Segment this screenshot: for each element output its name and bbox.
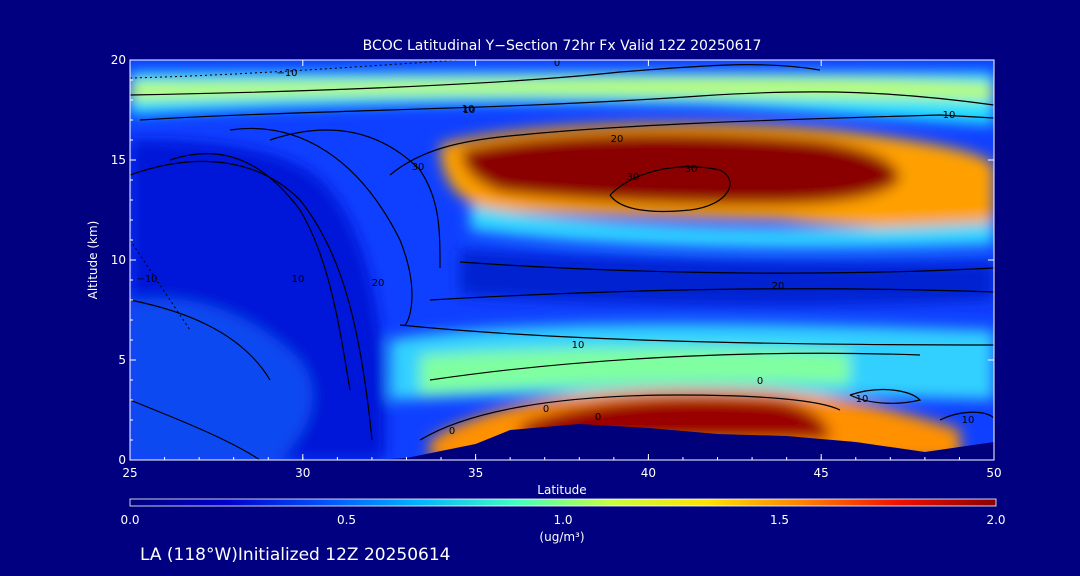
y-tick-label: 20 bbox=[111, 53, 126, 67]
y-axis-label: Altitude (km) bbox=[86, 221, 100, 300]
contour-line bbox=[130, 64, 821, 96]
y-tick-label: 0 bbox=[118, 453, 126, 467]
contour-line bbox=[389, 114, 994, 176]
x-axis: 25 30 35 40 45 50 bbox=[122, 60, 1002, 480]
contour-label: 0 bbox=[757, 376, 763, 387]
contour-label: 10 bbox=[856, 394, 869, 405]
colorbar bbox=[129, 498, 997, 507]
contour-label: 10 bbox=[962, 415, 975, 426]
y-tick-label: 15 bbox=[111, 153, 126, 167]
contour-label: 0 bbox=[554, 58, 560, 69]
contour-label: 10 bbox=[943, 110, 956, 121]
y-tick-label: 10 bbox=[111, 253, 126, 267]
y-tick-label: 5 bbox=[118, 353, 126, 367]
contour-line bbox=[139, 91, 994, 121]
colorbar-tick-label: 1.5 bbox=[770, 513, 789, 527]
low-region-west-mid bbox=[130, 298, 313, 460]
mid-band bbox=[470, 205, 994, 249]
terrain-mask bbox=[130, 424, 994, 460]
contour-lines bbox=[130, 64, 994, 460]
colorbar-tick-label: 0.0 bbox=[120, 513, 139, 527]
contour-label: 10 bbox=[292, 274, 305, 285]
colorbar-tick-label: 1.0 bbox=[553, 513, 572, 527]
x-tick-label: 25 bbox=[122, 466, 137, 480]
x-axis-label: Latitude bbox=[537, 483, 586, 497]
contour-line bbox=[849, 389, 922, 404]
contour-line bbox=[169, 153, 351, 391]
contour-label: 10 bbox=[572, 340, 585, 351]
contour-line bbox=[399, 324, 994, 346]
contour-label: 30 bbox=[412, 162, 425, 173]
x-tick-label: 50 bbox=[986, 466, 1001, 480]
contour-line-negative bbox=[130, 60, 461, 79]
colorbar-tick-label: 0.5 bbox=[337, 513, 356, 527]
x-tick-label: 45 bbox=[814, 466, 829, 480]
contour-label: 10 bbox=[463, 105, 476, 116]
contour-line bbox=[130, 399, 261, 460]
x-tick-label: 30 bbox=[295, 466, 310, 480]
contour-label: 10 bbox=[462, 104, 475, 115]
lower-band-core bbox=[420, 347, 850, 395]
contour-label: 0 bbox=[595, 412, 601, 423]
concentration-field bbox=[130, 72, 994, 460]
contour-line bbox=[419, 394, 841, 441]
upper-plume-core bbox=[461, 132, 900, 205]
footer-caption: LA (118°W)Initialized 12Z 20250614 bbox=[140, 545, 450, 565]
contour-label: 20 bbox=[772, 281, 785, 292]
y-axis: 0 5 10 15 20 bbox=[111, 53, 994, 467]
x-tick-label: 35 bbox=[468, 466, 483, 480]
contour-line bbox=[130, 160, 373, 441]
contour-line-negative bbox=[130, 239, 191, 331]
contour-line bbox=[429, 288, 994, 301]
contour-line bbox=[269, 129, 441, 269]
low-region-center bbox=[460, 250, 994, 306]
contour-line bbox=[429, 352, 921, 381]
chart-title: BCOC Latitudinal Y−Section 72hr Fx Valid… bbox=[363, 38, 762, 54]
contour-line bbox=[459, 261, 994, 274]
contour-line bbox=[609, 166, 731, 213]
contour-label: 30 bbox=[685, 164, 698, 175]
colorbar-unit: (ug/m³) bbox=[539, 530, 584, 544]
contour-line bbox=[939, 411, 994, 421]
colorbar-ticks: 0.0 0.5 1.0 1.5 2.0 bbox=[120, 513, 1005, 527]
colorbar-tick-label: 2.0 bbox=[986, 513, 1005, 527]
contour-label: −10 bbox=[136, 274, 157, 285]
contour-label: 20 bbox=[372, 278, 385, 289]
contour-label: 0 bbox=[449, 426, 455, 437]
contour-line bbox=[229, 127, 413, 326]
contour-label: 20 bbox=[611, 134, 624, 145]
x-tick-label: 40 bbox=[641, 466, 656, 480]
contour-label: −10 bbox=[276, 68, 297, 79]
contour-label: 30 bbox=[627, 172, 640, 183]
contour-line bbox=[130, 299, 271, 381]
contour-label: 0 bbox=[543, 404, 549, 415]
upper-band-core bbox=[130, 78, 994, 100]
dotted-contours bbox=[130, 60, 461, 331]
